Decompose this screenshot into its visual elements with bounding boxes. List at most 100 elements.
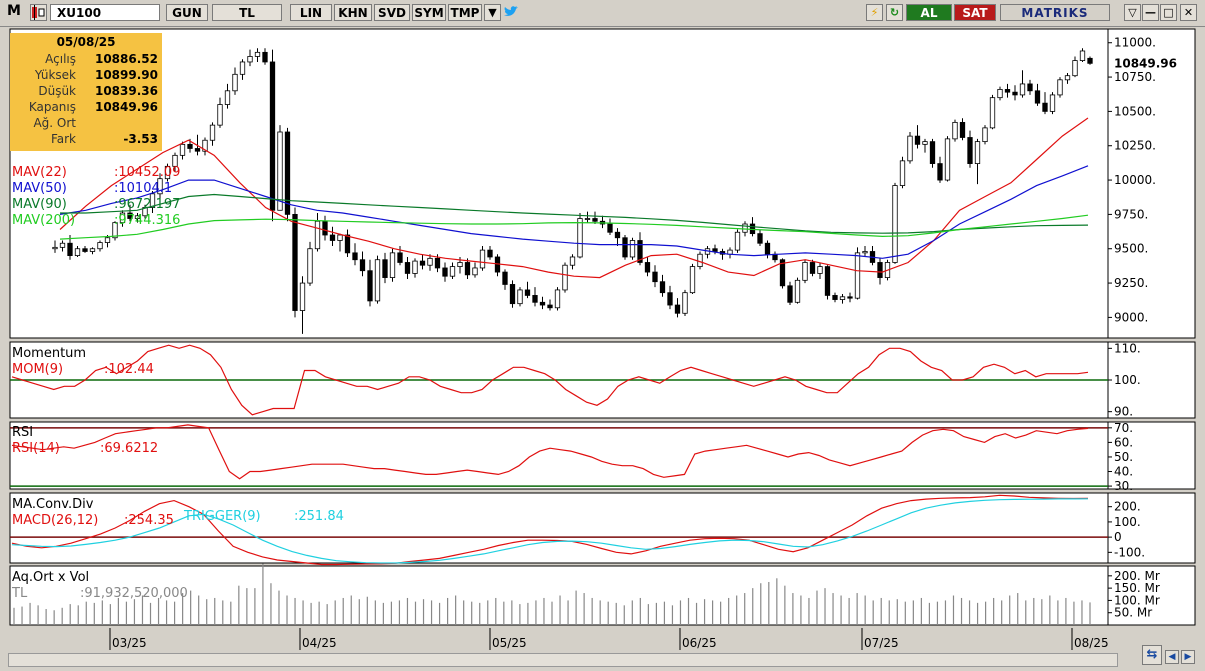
lightning-icon[interactable]: ⚡ (866, 4, 883, 21)
candle-body (757, 233, 763, 244)
volume-axis-tick-label: 200. Mr (1114, 569, 1160, 583)
sell-button[interactable]: SAT (954, 4, 996, 21)
candle-body (787, 285, 793, 303)
candle-body (1034, 90, 1041, 104)
brand-logo: MATRIKS (1000, 4, 1110, 21)
macd-pane (9, 492, 1109, 564)
candle-body (614, 231, 621, 239)
candle-body (67, 242, 73, 257)
candle-body (899, 160, 906, 186)
candle-body (157, 178, 163, 195)
symbol-field[interactable]: XU100 (50, 4, 160, 21)
maximize-icon[interactable]: □ (1160, 4, 1177, 21)
candle-body (194, 148, 201, 152)
candle-body (982, 127, 988, 143)
candle-body (682, 292, 688, 314)
candle-body (217, 104, 223, 126)
scroll-left-icon[interactable]: ◀ (1165, 650, 1179, 664)
last-price-label: 10849.96 (1114, 56, 1177, 70)
price-axis-tick-label: 9000. (1114, 310, 1148, 324)
toolbar-button-tmp[interactable]: TMP (448, 4, 482, 21)
candle-body (937, 163, 943, 181)
candle-body (952, 121, 958, 140)
candle-body (427, 257, 433, 266)
candle-body (974, 141, 981, 164)
candle-body (644, 262, 651, 273)
toolbar-button-khn[interactable]: KHN (334, 4, 372, 21)
scroll-right-icon[interactable]: ▶ (1181, 650, 1195, 664)
candle-body (779, 259, 786, 287)
candle-body (82, 248, 88, 252)
candle-body (652, 271, 658, 283)
toolbar-button-sym[interactable]: SYM (412, 4, 446, 21)
mav90-line (60, 193, 1089, 234)
horizontal-scrollbar[interactable] (8, 653, 1118, 667)
candle-body (457, 262, 463, 267)
volume-pane (9, 565, 1109, 626)
volume-axis-tick-label: 150. Mr (1114, 581, 1160, 595)
candle-body (164, 165, 171, 180)
info-value: 10886.52 (94, 52, 158, 66)
candle-body (352, 252, 358, 261)
macd-pane-axis (1107, 492, 1196, 564)
info-label: Kapanış (28, 100, 76, 114)
toolbar-button-svd[interactable]: SVD (374, 4, 410, 21)
toolbar-button-gun[interactable]: GUN (166, 4, 208, 21)
info-label: Ağ. Ort (33, 116, 76, 130)
candle-body (1049, 94, 1056, 112)
toolbar-button-tl[interactable]: TL (212, 4, 282, 21)
refresh-icon[interactable]: ↻ (886, 4, 903, 21)
candle-body (607, 223, 613, 233)
x-axis-tick-label: 05/25 (492, 636, 527, 650)
rsi-series-name: RSI(14) (12, 441, 60, 456)
candle-body (689, 266, 696, 294)
candle-body (307, 248, 313, 284)
bird-icon (503, 6, 518, 16)
candle-body (292, 213, 298, 311)
price-axis-tick-label: 10750. (1114, 70, 1156, 84)
candle-body (592, 218, 598, 222)
momentum-axis-tick-label: 110. (1114, 341, 1141, 355)
candle-body (487, 249, 493, 258)
price-pane-axis (1107, 28, 1196, 339)
x-axis-tick-label: 07/25 (864, 636, 899, 650)
rsi-axis-tick-label: 60. (1114, 435, 1133, 449)
candle-body (1064, 75, 1071, 81)
dropdown-arrow-icon[interactable]: ▼ (484, 4, 501, 21)
candle-body (472, 267, 478, 276)
candle-body (802, 262, 808, 281)
candle-body (104, 237, 111, 243)
candle-body (907, 135, 913, 162)
candle-body (464, 262, 471, 276)
candle-body (1012, 91, 1018, 96)
candle-body (584, 218, 591, 220)
info-row-high: Yüksek 10899.90 (10, 67, 162, 83)
toolbar-button-lin[interactable]: LIN (290, 4, 332, 21)
minimize-icon[interactable]: — (1142, 4, 1159, 21)
candle-body (967, 137, 973, 164)
candle-body (1057, 79, 1063, 96)
ma-legend-value: :9744.316 (114, 213, 180, 228)
mav50-line (59, 165, 1089, 259)
candle-body (532, 295, 538, 303)
candle-body (119, 212, 126, 224)
candle-body (202, 139, 208, 152)
sync-icon[interactable]: ⇆ (1142, 645, 1162, 665)
chart-type-icon[interactable] (30, 4, 47, 21)
candle-body (1019, 83, 1026, 96)
candle-body (382, 259, 388, 278)
candle-body (269, 61, 276, 211)
rsi-axis-tick-label: 70. (1114, 421, 1133, 435)
candle-body (74, 248, 81, 257)
momentum-series-name: MOM(9) (12, 362, 63, 377)
collapse-icon[interactable]: ▽ (1124, 4, 1141, 21)
rsi-title: RSI (12, 425, 33, 440)
buy-button[interactable]: AL (906, 4, 952, 21)
close-icon[interactable]: ✕ (1180, 4, 1197, 21)
twitter-icon[interactable] (502, 4, 519, 21)
candle-body (667, 292, 673, 306)
candle-body (877, 262, 883, 278)
candle-body (404, 262, 411, 274)
x-axis-tick-label: 08/25 (1074, 636, 1109, 650)
